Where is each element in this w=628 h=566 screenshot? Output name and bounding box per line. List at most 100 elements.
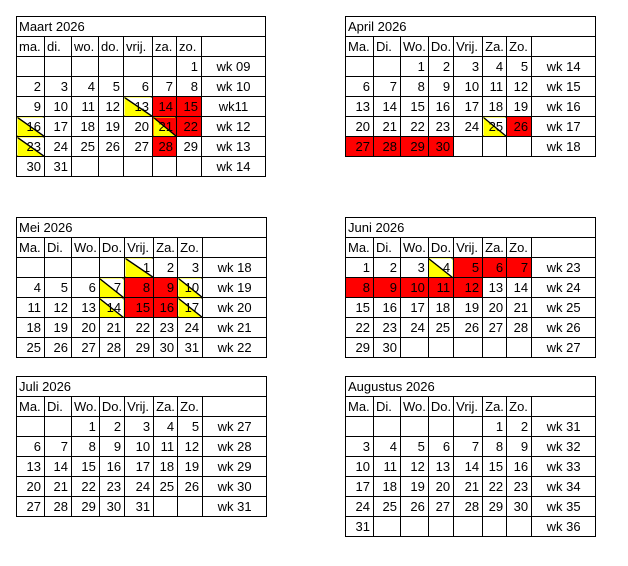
empty-day-cell [44, 257, 72, 278]
day-cell: 15 [482, 456, 508, 477]
day-cell: 8 [345, 277, 374, 298]
day-cell: 11 [153, 436, 179, 457]
day-cell: 21 [453, 476, 484, 497]
day-header-sunday: zo. [176, 36, 202, 57]
day-cell: 3 [124, 416, 155, 437]
week-number-cell: wk 16 [531, 96, 597, 117]
week-number-cell: wk 31 [531, 416, 597, 437]
day-cell: 29 [345, 337, 374, 358]
day-cell: 30 [506, 496, 533, 517]
day-cell: 27 [123, 136, 153, 157]
month-calendar: Mei 2026 Ma. Di. Wo. Do. Vrij. Za. Zo. 1 2 3 wk 18 4… [15, 217, 268, 358]
day-header-friday: vrij. [123, 36, 153, 57]
empty-day-cell [482, 337, 508, 358]
week-number-cell: wk 34 [531, 476, 597, 497]
day-cell: 12 [453, 277, 484, 298]
empty-day-cell [98, 257, 126, 278]
empty-day-cell [16, 56, 45, 77]
day-cell: 14 [373, 96, 401, 117]
month-title: April 2026 [344, 16, 597, 37]
day-cell: 27 [345, 136, 374, 157]
day-cell: 28 [506, 317, 533, 338]
empty-day-cell [373, 56, 401, 77]
day-cell: 21 [98, 317, 126, 338]
day-cell: 14 [98, 297, 126, 318]
day-cell: 1 [482, 416, 508, 437]
day-cell: 4 [482, 56, 508, 77]
day-cell: 11 [373, 456, 401, 477]
day-cell: 22 [482, 476, 508, 497]
empty-day-cell [427, 416, 455, 437]
day-cell: 18 [427, 297, 455, 318]
week-row: 1 2 3 wk 18 [16, 257, 268, 278]
week-number-cell: wk 14 [201, 156, 266, 177]
day-cell: 1 [71, 416, 100, 437]
day-cell: 1 [124, 257, 155, 278]
day-cell: 3 [345, 436, 374, 457]
week-row: 2 3 4 5 6 7 8 wk 10 [16, 76, 266, 97]
day-header-tuesday: Di. [373, 36, 401, 57]
week-header-blank [202, 237, 268, 258]
day-cell: 21 [44, 476, 72, 497]
day-cell: 17 [400, 297, 429, 318]
day-cell: 12 [98, 96, 124, 117]
day-cell: 5 [453, 257, 484, 278]
day-header-monday: Ma. [345, 396, 374, 417]
day-cell: 3 [177, 257, 204, 278]
empty-day-cell [427, 337, 455, 358]
week-number-cell: wk 19 [202, 277, 268, 298]
day-cell: 22 [124, 317, 155, 338]
day-header-row: Ma. Di. Wo. Do. Vrij. Za. Zo. [345, 36, 597, 57]
week-row: 6 7 8 9 10 11 12 wk 15 [345, 76, 597, 97]
day-cell: 2 [506, 416, 533, 437]
day-cell: 10 [177, 277, 204, 298]
month-title-row: Augustus 2026 [344, 376, 597, 397]
week-header-blank [531, 237, 597, 258]
day-header-saturday: Za. [153, 237, 179, 258]
day-header-thursday: Do. [98, 237, 126, 258]
day-cell: 18 [482, 96, 508, 117]
day-cell: 7 [506, 257, 533, 278]
day-cell: 19 [177, 456, 204, 477]
week-row: 20 21 22 23 24 25 26 wk 17 [345, 116, 597, 137]
day-header-monday: Ma. [16, 237, 45, 258]
day-cell: 16 [506, 456, 533, 477]
month-title: Mei 2026 [15, 217, 268, 238]
day-cell: 27 [71, 337, 100, 358]
day-cell: 14 [44, 456, 72, 477]
day-cell: 23 [98, 476, 126, 497]
day-cell: 12 [177, 436, 204, 457]
week-row: 31 wk 36 [345, 516, 597, 537]
day-cell: 28 [44, 496, 72, 517]
day-header-thursday: Do. [98, 396, 126, 417]
day-cell: 19 [453, 297, 484, 318]
week-row: 29 30 wk 27 [345, 337, 597, 358]
week-number-cell: wk 24 [531, 277, 597, 298]
day-cell: 7 [44, 436, 72, 457]
day-cell: 3 [400, 257, 429, 278]
week-row: 1 wk 09 [16, 56, 266, 77]
empty-day-cell [71, 257, 100, 278]
day-cell: 5 [400, 436, 429, 457]
day-cell: 23 [153, 317, 179, 338]
week-row: 1 2 wk 31 [345, 416, 597, 437]
empty-day-cell [176, 156, 202, 177]
day-cell: 22 [71, 476, 100, 497]
day-cell: 12 [44, 297, 72, 318]
day-cell: 7 [373, 76, 401, 97]
empty-day-cell [98, 156, 124, 177]
day-cell: 24 [44, 136, 72, 157]
day-cell: 20 [427, 476, 455, 497]
day-cell: 14 [506, 277, 533, 298]
empty-day-cell [345, 416, 374, 437]
day-cell: 26 [44, 337, 72, 358]
day-cell: 27 [482, 317, 508, 338]
week-number-cell: wk 18 [202, 257, 268, 278]
day-cell: 16 [153, 297, 179, 318]
month-title: Maart 2026 [16, 16, 266, 37]
day-cell: 8 [176, 76, 202, 97]
day-cell: 10 [44, 96, 72, 117]
day-header-tuesday: Di. [44, 396, 72, 417]
day-cell: 16 [16, 116, 45, 137]
day-cell: 13 [482, 277, 508, 298]
